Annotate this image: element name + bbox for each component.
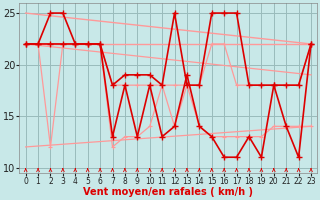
X-axis label: Vent moyen/en rafales ( km/h ): Vent moyen/en rafales ( km/h ) xyxy=(83,187,253,197)
